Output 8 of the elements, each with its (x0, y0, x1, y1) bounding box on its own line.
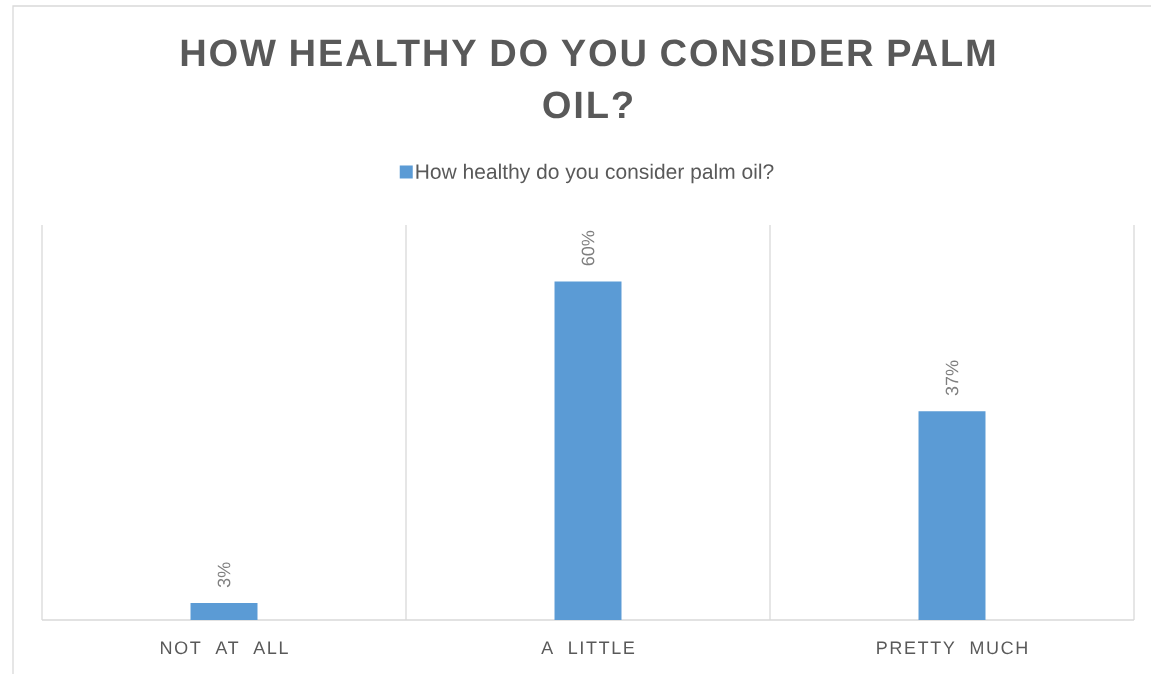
data-label: 60% (581, 230, 595, 266)
x-tick-label: PRETTY MUCH (877, 641, 1027, 655)
data-label: 3% (217, 562, 231, 588)
data-label: 37% (945, 360, 959, 396)
x-tick-label: A LITTLE (541, 641, 635, 654)
x-tick-label: NOT AT ALL (161, 641, 288, 655)
chart-title: HOW HEALTHY DO YOU CONSIDER PALM OIL? (181, 39, 995, 119)
legend-label: How healthy do you consider palm oil? (416, 163, 774, 184)
